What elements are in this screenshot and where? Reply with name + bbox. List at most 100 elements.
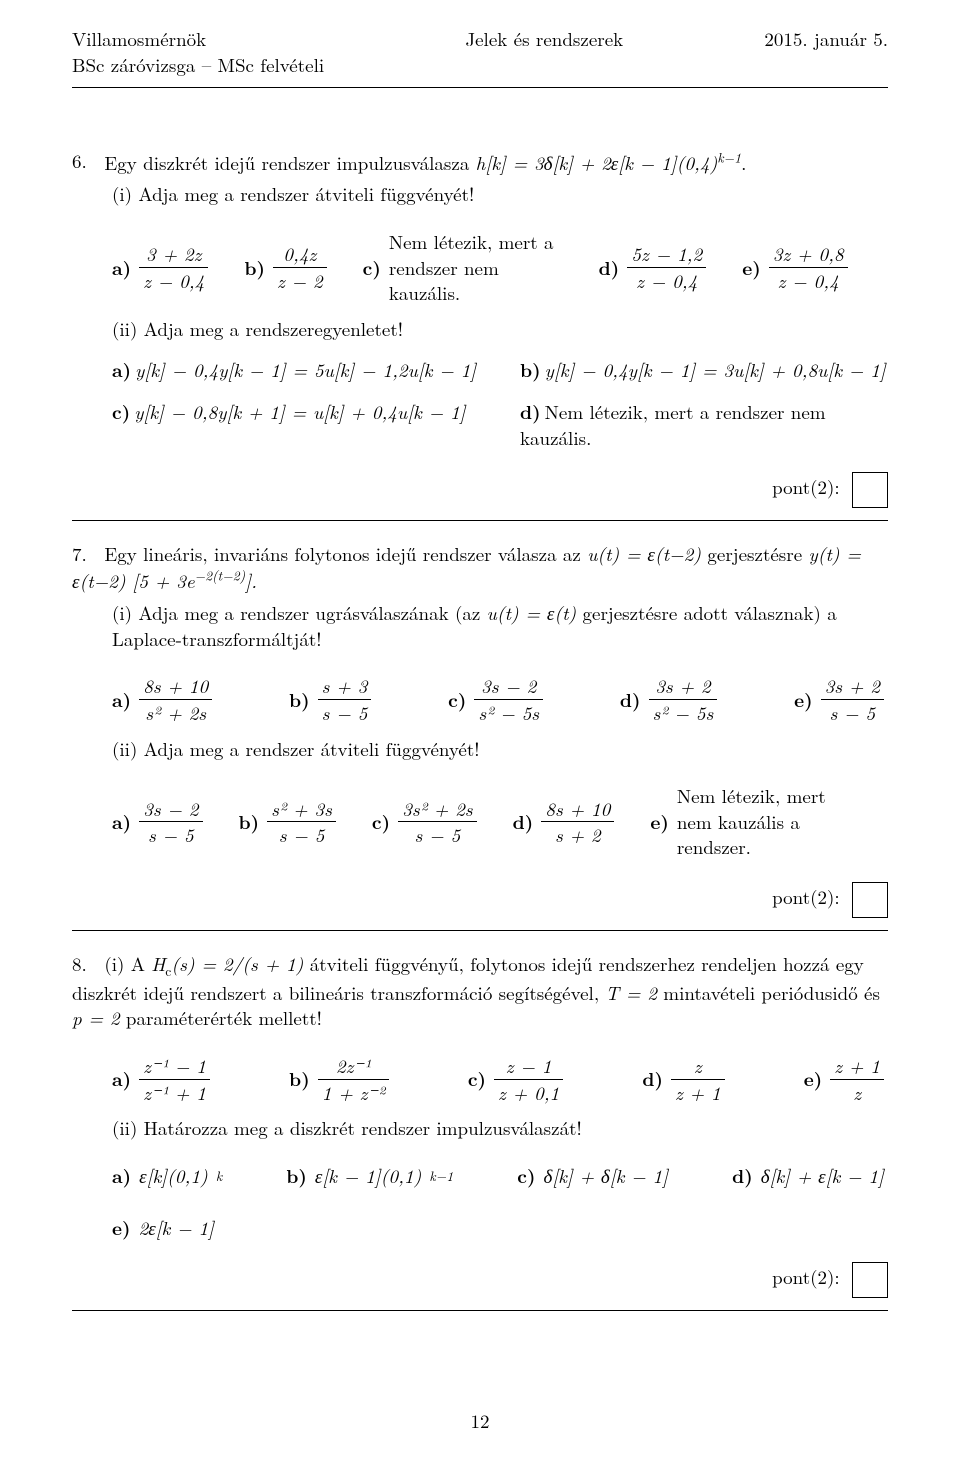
rule-after-6 [72, 520, 888, 521]
p7o1a: a)8s + 10s² + 2s [112, 673, 212, 725]
p7o1cn: 3s − 2 [474, 673, 543, 699]
page-header: Villamosmérnök BSc záróvizsga – MSc felv… [72, 26, 888, 77]
p6eqa: y[k] − 0,4y[k − 1] = 5u[k] − 1,2u[k − 1] [135, 356, 476, 383]
p8-num: 8. [72, 951, 98, 977]
label-d: d) [599, 255, 620, 281]
p6-points: pont(2): [72, 472, 888, 508]
p8o1e: e)z + 1z [804, 1053, 884, 1105]
p6-eqs-row2: c)y[k] − 0,8y[k + 1] = u[k] + 0,4u[k − 1… [112, 399, 888, 450]
p8o1dd: z + 1 [671, 1079, 725, 1106]
p7o1cd: s² − 5s [474, 699, 543, 726]
p8-points-box [852, 1262, 888, 1298]
p7o2et: Nem létezik, mert nem kauzális a rendsze… [677, 783, 850, 860]
header-rule [72, 87, 888, 88]
p7o1dd: s² − 5s [649, 699, 718, 726]
p7ie: ]. [245, 567, 257, 594]
p7-intro: Egy lineáris, invariáns folytonos idejű … [72, 540, 861, 594]
p7s1b: u(t) = ε(t) [487, 599, 577, 626]
p7o2dd: s + 2 [541, 821, 614, 848]
p6-points-label: pont(2): [772, 473, 840, 500]
p7o1ed: s − 5 [821, 699, 884, 726]
header-left: Villamosmérnök BSc záróvizsga – MSc felv… [72, 26, 324, 77]
p8o2et: 2ε[k − 1] [139, 1215, 215, 1241]
label-c: c) [363, 255, 381, 281]
p6-sub1: (i) Adja meg a rendszer átviteli függvén… [112, 181, 888, 207]
header-right: 2015. január 5. [764, 26, 888, 52]
l72a: a) [112, 809, 131, 835]
p7ib: u(t) = ε(t−2) [587, 540, 701, 567]
p8-points-label: pont(2): [772, 1263, 840, 1290]
p6-opt1-b: b) 0,4zz − 2 [244, 241, 326, 293]
p8-sub2: (ii) Határozza meg a diszkrét rendszer i… [112, 1115, 888, 1141]
problem-6-intro: Egy diszkrét idejű rendszer impulzusvála… [104, 149, 746, 176]
p7-sub1: (i) Adja meg a rendszer ugrásválaszának … [112, 600, 888, 651]
header-center: Jelek és rendszerek [324, 26, 764, 52]
p7o2an: 3s − 2 [139, 796, 202, 822]
p7o2bn: s² + 3s [267, 796, 336, 822]
p7o2ad: s − 5 [139, 821, 202, 848]
p8o2be: k−1 [429, 1167, 453, 1185]
label-a: a) [112, 255, 131, 281]
p8o2bt: ε[k − 1](0,1) [315, 1163, 422, 1189]
l82d: d) [732, 1163, 753, 1189]
l7b: b) [289, 687, 310, 713]
p8o2at: ε[k](0,1) [139, 1163, 208, 1189]
p8ig: paraméterérték mellett! [120, 1004, 322, 1031]
p7-num: 7. [72, 541, 98, 567]
p7-points: pont(2): [72, 882, 888, 918]
p8o1ed: z [830, 1079, 884, 1106]
p8o1ad: z⁻¹ + 1 [139, 1079, 210, 1106]
p6o1b-den: z − 2 [273, 267, 327, 294]
p6-opt1-a: a) 3 + 2zz − 0,4 [112, 241, 208, 293]
p7-points-label: pont(2): [772, 883, 840, 910]
l8e: e) [804, 1066, 823, 1092]
p7o2d: d)8s + 10s + 2 [513, 796, 615, 848]
p7-options-1: a)8s + 10s² + 2s b)s + 3s − 5 c)3s − 2s²… [112, 673, 884, 725]
p7o2a: a) 3s − 2s − 5 [112, 796, 203, 848]
p6o1e-num: 3z + 0,8 [769, 241, 848, 267]
p7o1d: d) 3s + 2s² − 5s [620, 673, 717, 725]
l82c: c) [517, 1163, 535, 1189]
lbl-b2: b) [520, 355, 541, 383]
p6-intro-exp: k−1 [717, 147, 741, 166]
p7o2e: e)Nem létezik, mert nem kauzális a rends… [650, 783, 850, 860]
p6o1c-text: Nem létezik, mert a rendszer nem kauzáli… [389, 229, 563, 306]
p7o1en: 3s + 2 [821, 673, 884, 699]
p6o1e-den: z − 0,4 [769, 267, 848, 294]
l7c: c) [448, 687, 466, 713]
p6eqd: Nem létezik, mert a rendszer nem kauzáli… [520, 398, 826, 451]
problem-6: 6. Egy diszkrét idejű rendszer impulzusv… [72, 148, 888, 508]
p7o2bd: s − 5 [267, 821, 336, 848]
p7-sub2: (ii) Adja meg a rendszer átviteli függvé… [112, 736, 888, 762]
l8c: c) [468, 1066, 486, 1092]
p6-opt1-c: c) Nem létezik, mert a rendszer nem kauz… [363, 229, 563, 306]
p7ia: Egy lineáris, invariáns folytonos idejű … [104, 540, 587, 567]
p6eqc: y[k] − 0,8y[k + 1] = u[k] + 0,4u[k − 1] [134, 398, 465, 425]
p8o1cn: z − 1 [494, 1053, 563, 1079]
l7d: d) [620, 687, 641, 713]
p7o2cn: 3s² + 2s [398, 796, 476, 822]
p8o1dn: z [671, 1053, 725, 1079]
header-left-line2: BSc záróvizsga – MSc felvételi [72, 52, 324, 78]
p7-points-box [852, 882, 888, 918]
p8o2c: c)δ[k] + δ[k − 1] [517, 1163, 668, 1189]
p6-eqs-row1: a)y[k] − 0,4y[k − 1] = 5u[k] − 1,2u[k − … [112, 357, 888, 383]
page-number: 12 [0, 1408, 960, 1434]
p8o1b: b)2z⁻¹1 + z⁻² [289, 1053, 389, 1105]
p8-options-2: a)ε[k](0,1)k b)ε[k − 1](0,1)k−1 c)δ[k] +… [112, 1163, 884, 1240]
p7o1bd: s − 5 [318, 699, 372, 726]
p7o1ad: s² + 2s [139, 699, 212, 726]
p8id: T = 2 [605, 979, 657, 1006]
rule-after-8 [72, 1310, 888, 1311]
p8o1cd: z + 0,1 [494, 1079, 563, 1106]
p8-options-1: a)z⁻¹ − 1z⁻¹ + 1 b)2z⁻¹1 + z⁻² c)z − 1z … [112, 1053, 884, 1105]
p7o1an: 8s + 10 [139, 673, 212, 699]
p6-intro-a: Egy diszkrét idejű rendszer impulzusvála… [104, 149, 475, 176]
p8o1bd: 1 + z⁻² [318, 1079, 389, 1106]
p6-opt1-e: e) 3z + 0,8z − 0,4 [742, 241, 847, 293]
label-b: b) [244, 255, 265, 281]
p6eqb: y[k] − 0,4y[k − 1] = 3u[k] + 0,8u[k − 1] [545, 356, 886, 383]
p7o1dn: 3s + 2 [649, 673, 718, 699]
l72b: b) [239, 809, 260, 835]
label-e: e) [742, 255, 761, 281]
